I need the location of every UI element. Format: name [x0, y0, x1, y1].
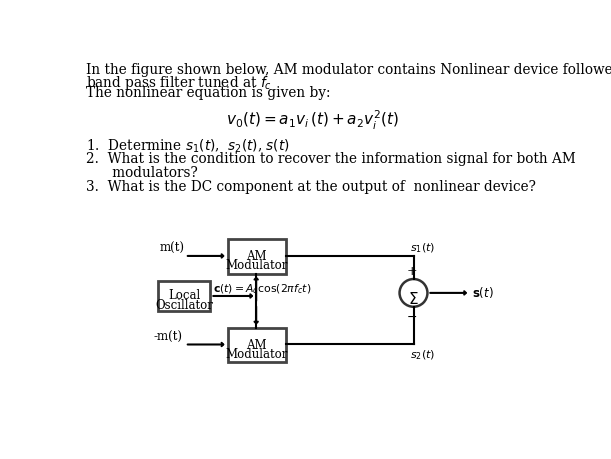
Text: In the figure shown below, AM modulator contains Nonlinear device followed by: In the figure shown below, AM modulator … — [86, 63, 611, 77]
Bar — [227, 328, 285, 363]
Text: $\Sigma$: $\Sigma$ — [408, 290, 419, 306]
Text: 3.  What is the DC component at the output of  nonlinear device?: 3. What is the DC component at the outpu… — [86, 179, 536, 193]
Text: band pass filter tuned at $f_c$: band pass filter tuned at $f_c$ — [86, 74, 272, 92]
Text: $-$: $-$ — [406, 309, 417, 322]
Text: $\mathbf{c}(t) = A_c\cos(2\pi f_c t)$: $\mathbf{c}(t) = A_c\cos(2\pi f_c t)$ — [213, 282, 311, 296]
Text: modulators?: modulators? — [86, 165, 197, 179]
Text: $v_0(t) = a_1v_i\,(t) + a_2v_i^2(t)$: $v_0(t) = a_1v_i\,(t) + a_2v_i^2(t)$ — [226, 109, 399, 132]
Text: AM: AM — [246, 338, 266, 351]
Bar — [158, 282, 210, 311]
Text: The nonlinear equation is given by:: The nonlinear equation is given by: — [86, 86, 330, 100]
Text: -m(t): -m(t) — [153, 330, 183, 343]
Text: $s_2(t)$: $s_2(t)$ — [409, 348, 435, 361]
Text: $\mathbf{s}(t)$: $\mathbf{s}(t)$ — [472, 284, 494, 299]
Text: Oscillator: Oscillator — [155, 298, 213, 311]
Text: Modulator: Modulator — [225, 259, 287, 272]
Text: Modulator: Modulator — [225, 347, 287, 360]
Text: +: + — [407, 264, 417, 277]
Text: 1.  Determine $s_1(t)$,  $s_2(t)$, $s(t)$: 1. Determine $s_1(t)$, $s_2(t)$, $s(t)$ — [86, 138, 290, 155]
Text: Local: Local — [168, 289, 200, 302]
Text: m(t): m(t) — [160, 242, 185, 255]
Text: AM: AM — [246, 249, 266, 263]
Text: $s_1(t)$: $s_1(t)$ — [409, 241, 435, 254]
Bar — [227, 240, 285, 274]
Text: 2.  What is the condition to recover the information signal for both AM: 2. What is the condition to recover the … — [86, 151, 576, 166]
